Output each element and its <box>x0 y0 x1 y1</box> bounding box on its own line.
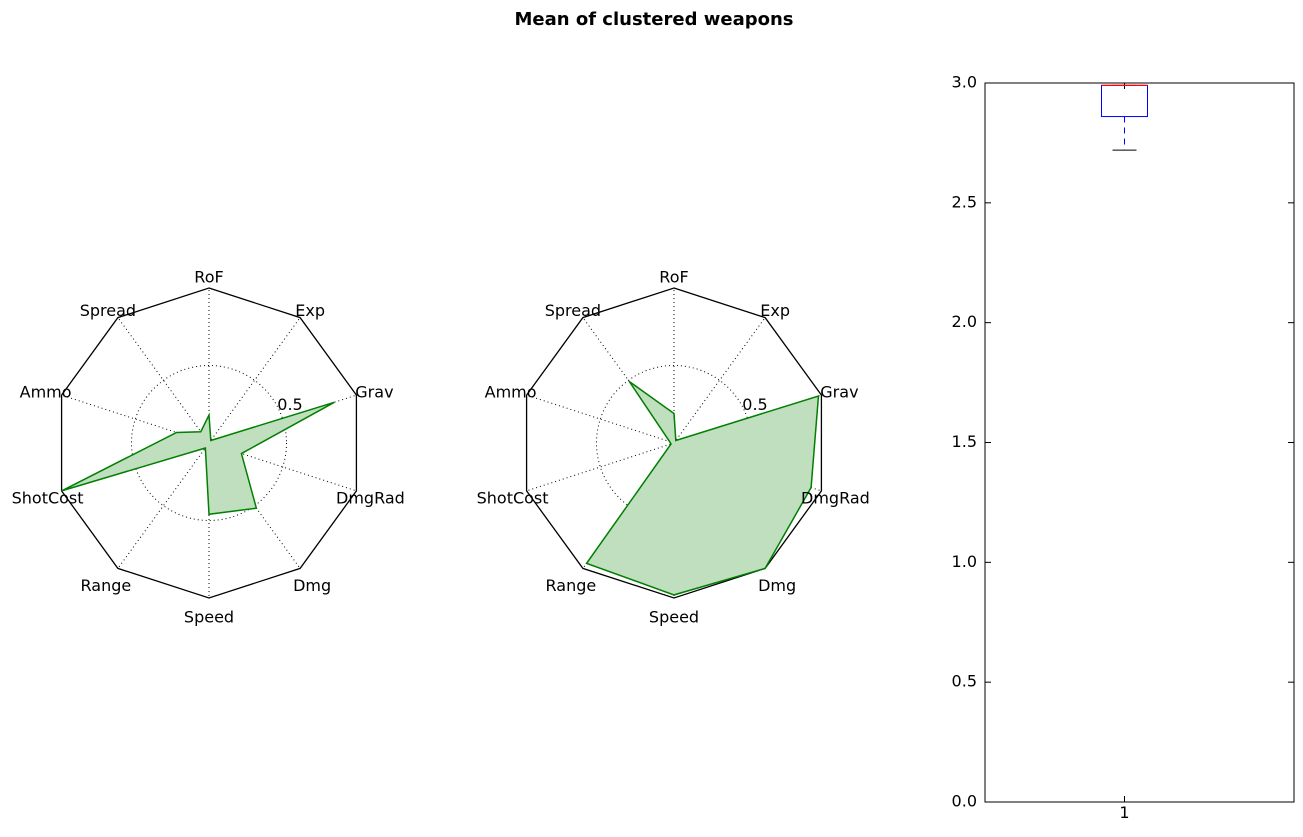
box-plot: 0.0 0.5 1.0 1.5 2.0 2.5 3.0 1 <box>952 73 1295 822</box>
radar-axis-label-dmgrad: DmgRad <box>336 488 405 507</box>
radar-series-area <box>585 380 820 596</box>
radar-frame <box>525 287 823 599</box>
x-tick-label: 1 <box>1119 803 1129 822</box>
y-tick-label: 1.5 <box>952 432 977 451</box>
radar-axis-label-speed: Speed <box>184 608 234 627</box>
y-tick-label: 0.0 <box>952 792 977 811</box>
radar-radial-tick-label: 0.5 <box>277 395 302 414</box>
radar-axis-label-spread: Spread <box>80 301 136 320</box>
radar-radial-tick-label: 0.5 <box>742 395 767 414</box>
radar-axis-label-exp: Exp <box>295 301 325 320</box>
radar-grid-circle <box>131 365 287 521</box>
radar-axis-label-range: Range <box>81 576 132 595</box>
y-tick-label: 0.5 <box>952 672 977 691</box>
radar-axis-label-spread: Spread <box>545 301 601 320</box>
radar-axis-label-ammo: Ammo <box>20 383 72 402</box>
box-axes-frame <box>984 82 1295 803</box>
radar-axis-label-ammo: Ammo <box>485 383 537 402</box>
radar-axis-label-shotcost: ShotCost <box>477 488 549 507</box>
y-tick-label: 2.0 <box>952 312 977 331</box>
radar-chart-2: 0.5 RoF Exp Grav DmgRad Dmg Speed Range ShotCost… <box>477 268 870 627</box>
radar-frame <box>60 287 358 599</box>
figure-title: Mean of clustered weapons <box>515 9 794 30</box>
radar-spoke <box>117 317 210 444</box>
y-tick-label: 3.0 <box>952 73 977 92</box>
y-tick-label: 1.0 <box>952 552 977 571</box>
radar-axis-label-dmgrad: DmgRad <box>801 488 870 507</box>
radar-axis-label-speed: Speed <box>649 608 699 627</box>
box-iqr <box>1101 84 1148 118</box>
radar-axis-label-dmg: Dmg <box>758 576 796 595</box>
radar-axis-label-grav: Grav <box>355 383 393 402</box>
radar-axis-label-rof: RoF <box>659 268 688 287</box>
radar-axis-label-rof: RoF <box>194 268 223 287</box>
radar-axis-label-shotcost: ShotCost <box>12 488 84 507</box>
radar-axis-label-exp: Exp <box>760 301 790 320</box>
radar-chart-1: 0.5 RoF Exp Grav DmgRad Dmg Speed Range ShotCost… <box>12 268 405 627</box>
radar-axis-label-dmg: Dmg <box>293 576 331 595</box>
radar-axis-label-grav: Grav <box>820 383 858 402</box>
radar-series-area <box>61 401 335 516</box>
radar-axis-label-range: Range <box>546 576 597 595</box>
y-tick-label: 2.5 <box>952 192 977 211</box>
